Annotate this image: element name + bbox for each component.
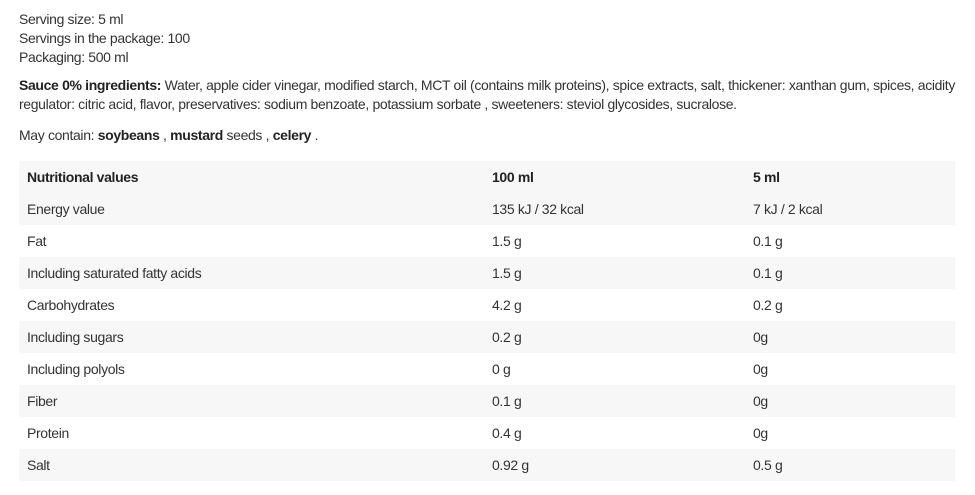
allergen-mustard: mustard xyxy=(170,127,223,143)
header-100ml: 100 ml xyxy=(492,169,534,185)
nutrient-name: Fiber xyxy=(27,393,58,409)
table-row: Protein 0.4 g 0g xyxy=(19,417,955,449)
value-5ml: 0.1 g xyxy=(753,233,783,249)
table-row: Carbohydrates 4.2 g 0.2 g xyxy=(19,289,955,321)
table-row: Including saturated fatty acids 1.5 g 0.1 … xyxy=(19,257,955,289)
separator: . xyxy=(311,127,319,143)
ingredients-text: Water, apple cider vinegar, modified sta… xyxy=(19,77,955,112)
table-row: Including polyols 0 g 0g xyxy=(19,353,955,385)
nutrient-name: Salt xyxy=(27,457,50,473)
table-row: Fiber 0.1 g 0g xyxy=(19,385,955,417)
value-100ml: 0.4 g xyxy=(492,425,522,441)
ingredients-label: Sauce 0% ingredients: xyxy=(19,77,162,93)
value-100ml: 0.92 g xyxy=(492,457,529,473)
value-5ml: 0g xyxy=(753,361,768,377)
value-5ml: 0.1 g xyxy=(753,265,783,281)
nutrient-name: Including polyols xyxy=(27,361,125,377)
allergen-celery: celery xyxy=(272,127,312,143)
nutrient-name: Fat xyxy=(27,233,47,249)
value-5ml: 0.5 g xyxy=(753,457,783,473)
ingredients: Sauce 0% ingredients: Water, apple cider… xyxy=(19,76,955,114)
value-100ml: 4.2 g xyxy=(492,297,522,313)
allergens: May contain: soybeans , mustard seeds , … xyxy=(19,126,955,145)
value-5ml: 0g xyxy=(753,329,768,345)
table-row: Energy value 135 kJ / 32 kcal 7 kJ / 2 kca… xyxy=(19,193,955,225)
value-100ml: 0 g xyxy=(492,361,511,377)
product-info: Serving size: 5 ml Servings in the packa… xyxy=(19,10,955,145)
table-row: Salt 0.92 g 0.5 g xyxy=(19,449,955,481)
nutrient-name: Energy value xyxy=(27,201,105,217)
value-100ml: 1.5 g xyxy=(492,233,522,249)
nutrient-name: Protein xyxy=(27,425,69,441)
serving-size: Serving size: 5 ml xyxy=(19,11,124,27)
value-5ml: 0g xyxy=(753,425,768,441)
value-5ml: 7 kJ / 2 kcal xyxy=(753,201,823,217)
separator: , xyxy=(159,127,171,143)
value-100ml: 1.5 g xyxy=(492,265,522,281)
value-5ml: 0.2 g xyxy=(753,297,783,313)
nutrient-name: Including saturated fatty acids xyxy=(27,265,202,281)
packaging: Packaging: 500 ml xyxy=(19,49,129,65)
value-5ml: 0g xyxy=(753,393,768,409)
value-100ml: 0.2 g xyxy=(492,329,522,345)
allergen-soybeans: soybeans xyxy=(97,127,160,143)
servings-count: Servings in the package: 100 xyxy=(19,30,190,46)
header-5ml: 5 ml xyxy=(753,169,780,185)
nutrient-name: Including sugars xyxy=(27,329,124,345)
nutrient-name: Carbohydrates xyxy=(27,297,115,313)
separator: seeds , xyxy=(222,127,273,143)
table-row: Including sugars 0.2 g 0g xyxy=(19,321,955,353)
table-header: Nutritional values 100 ml 5 ml xyxy=(19,161,955,193)
nutrition-table: Nutritional values 100 ml 5 ml Energy va… xyxy=(19,161,955,481)
value-100ml: 0.1 g xyxy=(492,393,522,409)
allergens-prefix: May contain: xyxy=(19,127,98,143)
value-100ml: 135 kJ / 32 kcal xyxy=(492,201,584,217)
header-nutrient: Nutritional values xyxy=(27,169,139,185)
table-row: Fat 1.5 g 0.1 g xyxy=(19,225,955,257)
